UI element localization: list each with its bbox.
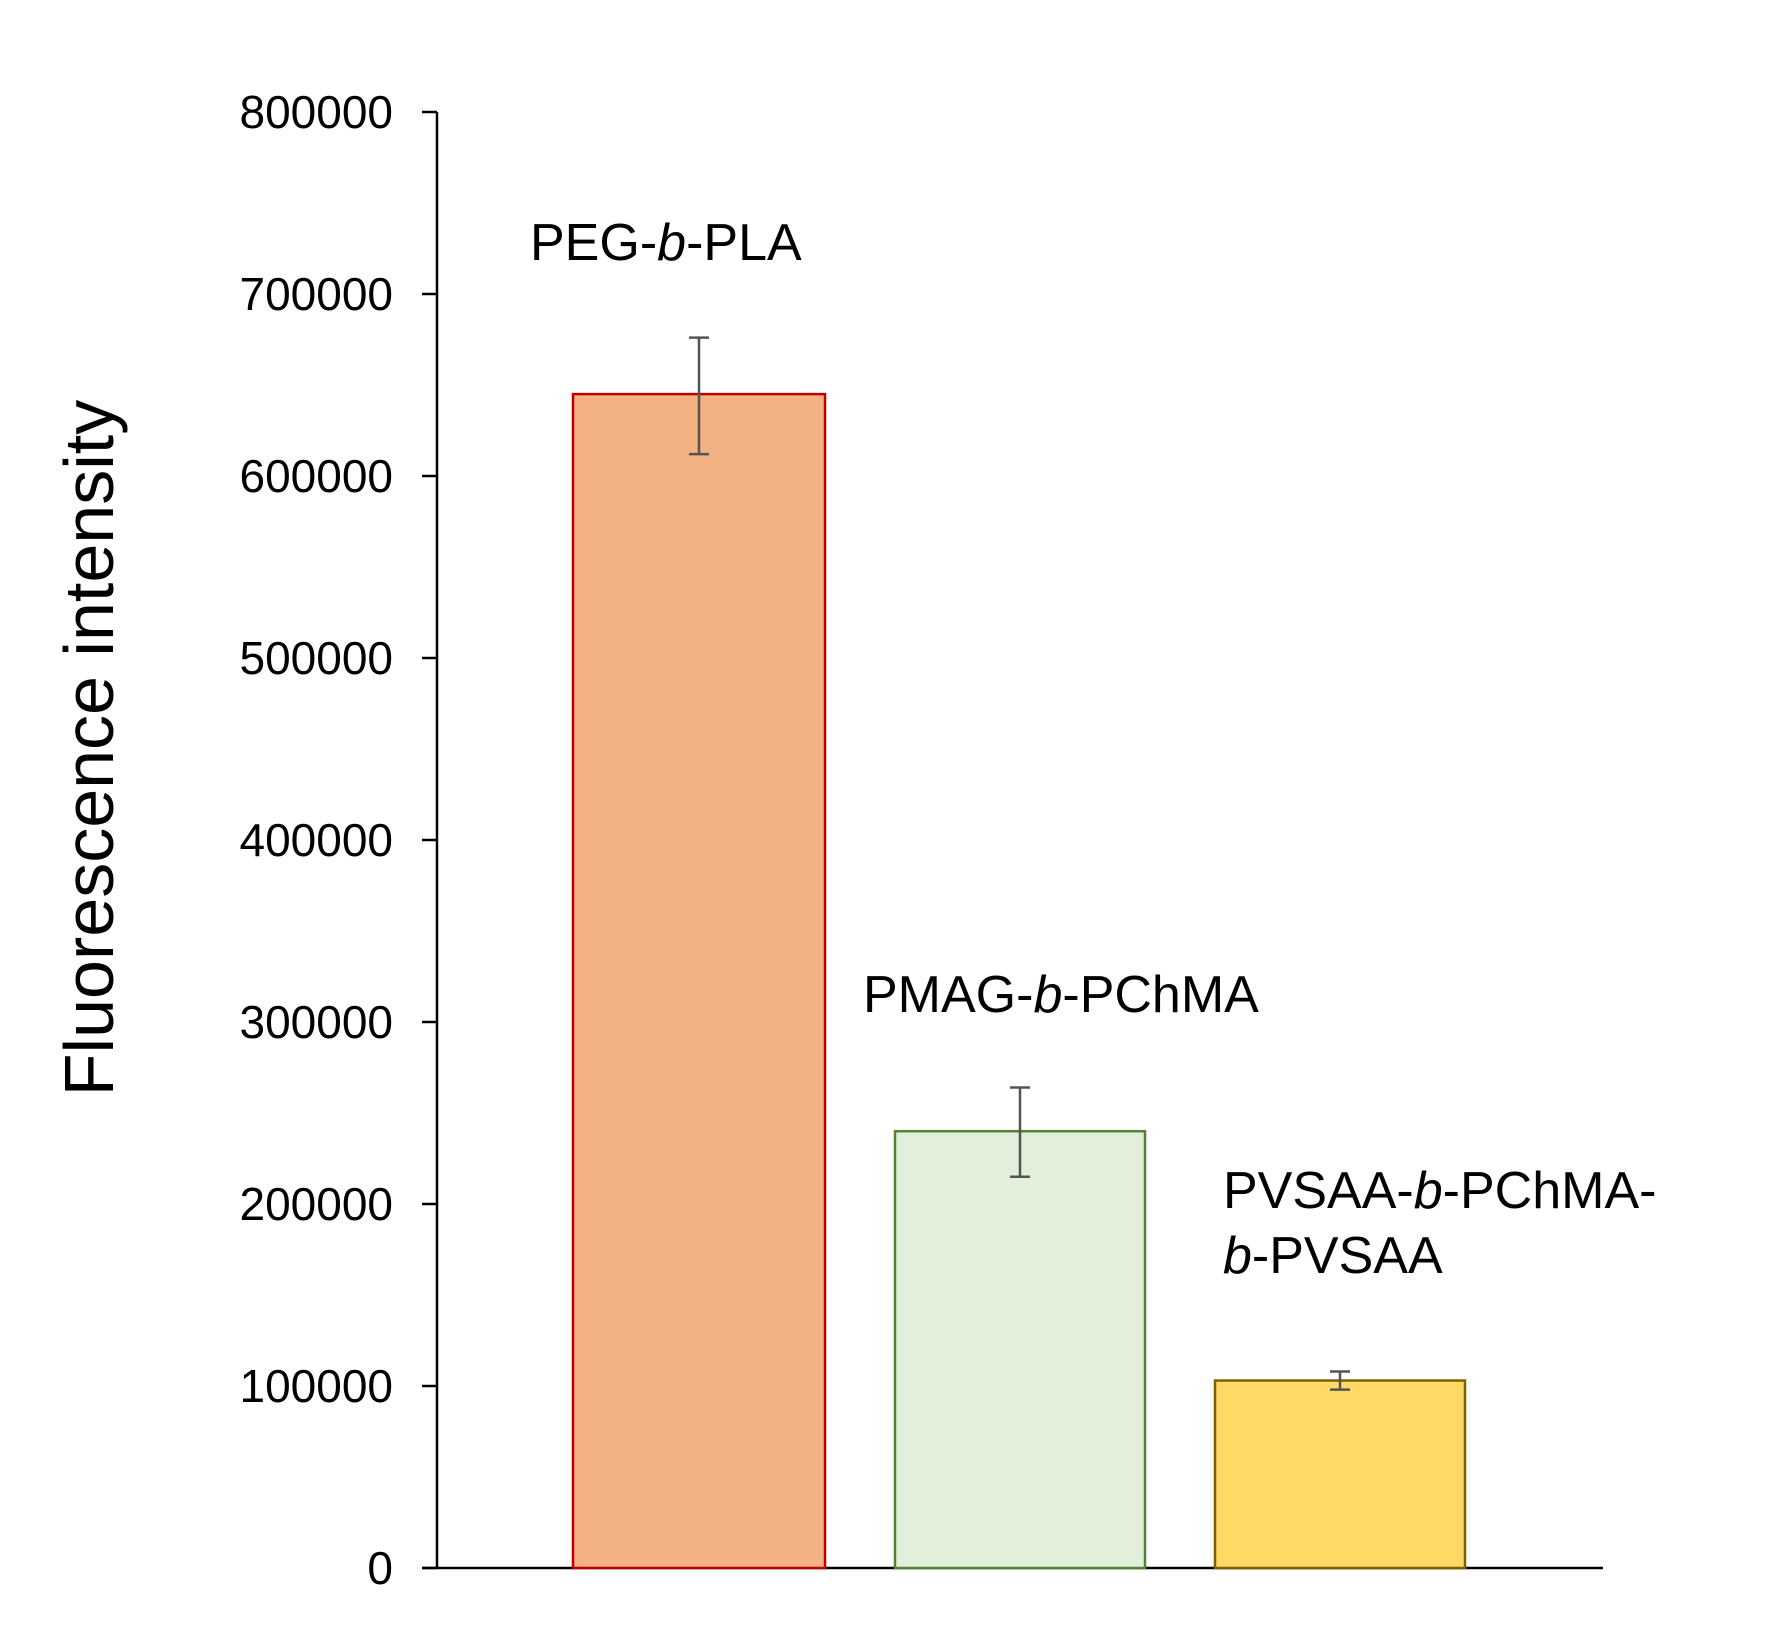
y-tick-label: 200000 [240,1178,394,1230]
bar-label-part: PEG- [530,214,657,272]
bar [1213,1379,1467,1570]
y-tick-label: 600000 [240,450,394,502]
y-axis-title: Fluorescence intensity [50,400,128,1096]
y-tick-label: 700000 [240,268,394,320]
bar-label-part: b [1033,966,1062,1024]
bar-label-part: PVSAA- [1223,1162,1414,1220]
bar-labels: PEG-b-PLAPMAG-b-PChMAPVSAA-b-PChMA-b-PVS… [530,214,1656,1285]
y-tick-label: 300000 [240,996,394,1048]
bar [893,1129,1147,1570]
y-tick-label: 400000 [240,814,394,866]
bar-label: PEG-b-PLA [530,214,802,272]
bar-label: PVSAA-b-PChMA- [1223,1162,1656,1220]
bar-label-part: -PLA [686,214,802,272]
bar-label-part: -PChMA [1062,966,1259,1024]
bar-label-part: b [1223,1227,1252,1285]
bar-label-part: -PVSAA [1252,1227,1443,1285]
bar-label-part: -PChMA- [1443,1162,1657,1220]
y-axis: 0 100000 200000 300000 400000 500000 600000 700… [240,86,1603,1594]
y-tick-label: 500000 [240,632,394,684]
bar-label: b-PVSAA [1223,1227,1443,1285]
bar-label-part: b [1414,1162,1443,1220]
bar [571,392,827,1570]
y-tick-label: 800000 [240,86,394,138]
bar-label: PMAG-b-PChMA [863,966,1259,1024]
bars [571,336,1467,1570]
bar-label-part: PMAG- [863,966,1033,1024]
y-tick-label: 0 [367,1542,393,1594]
y-tick-label: 100000 [240,1360,394,1412]
bar-label-part: b [657,214,686,272]
